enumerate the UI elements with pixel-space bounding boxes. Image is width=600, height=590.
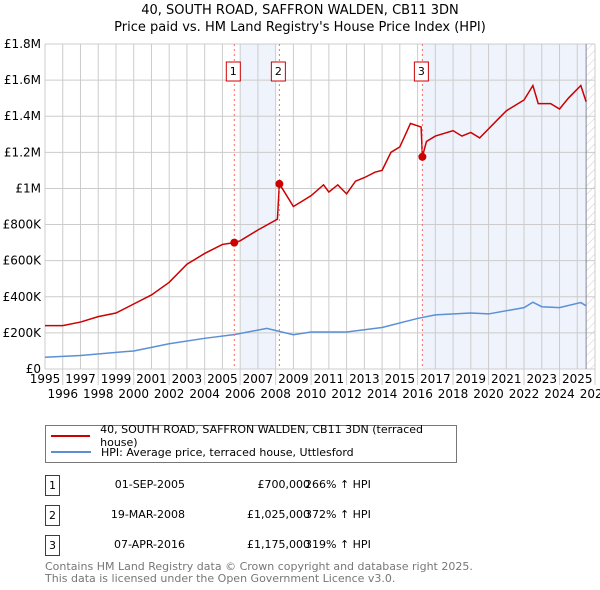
x-tick-label: 2014 xyxy=(367,387,398,401)
x-tick-label: 2011 xyxy=(314,372,345,386)
x-tick-label: 2022 xyxy=(509,387,540,401)
sale-date: 01-SEP-2005 xyxy=(114,478,185,491)
x-tick-label: 2000 xyxy=(118,387,149,401)
y-tick-label: £1.8M xyxy=(4,37,41,51)
sale-number: 1 xyxy=(45,475,60,496)
x-tick-label: 2025 xyxy=(562,372,593,386)
y-tick-label: £1.4M xyxy=(4,109,41,123)
x-tick-label: 1998 xyxy=(83,387,114,401)
x-tick-label: 2019 xyxy=(456,372,487,386)
x-tick-label: 2001 xyxy=(136,372,167,386)
y-tick-label: £1M xyxy=(15,181,41,195)
x-tick-label: 2018 xyxy=(438,387,469,401)
sale-label-number: 1 xyxy=(230,65,237,78)
x-tick-label: 2007 xyxy=(243,372,274,386)
forecast-hatch xyxy=(586,44,595,369)
x-tick-label: 2009 xyxy=(278,372,309,386)
sale-date: 19-MAR-2008 xyxy=(110,508,185,521)
sale-number: 2 xyxy=(45,505,60,526)
sale-label-box xyxy=(270,61,286,82)
series-line xyxy=(44,301,587,359)
sale-point xyxy=(275,179,284,188)
legend-swatch xyxy=(51,451,91,453)
x-tick-label: 2020 xyxy=(473,387,504,401)
sale-row: 3 07-APR-2016 £1,175,000 319% ↑ HPI xyxy=(45,535,445,556)
sale-price: £700,000 xyxy=(257,478,311,491)
y-tick-label: £800K xyxy=(3,218,43,232)
legend-label: 40, SOUTH ROAD, SAFFRON WALDEN, CB11 3DN… xyxy=(100,423,424,449)
x-tick-label: 2012 xyxy=(331,387,362,401)
sale-hpi-change: 266% ↑ HPI xyxy=(305,478,371,491)
x-tick-label: 2013 xyxy=(349,372,380,386)
x-tick-label: 2017 xyxy=(420,372,451,386)
x-tick-label: 1996 xyxy=(47,387,78,401)
x-tick-label: 1995 xyxy=(30,372,61,386)
y-tick-label: £400K xyxy=(3,290,43,304)
x-tick-label: 2016 xyxy=(402,387,433,401)
y-tick-label: £0 xyxy=(26,362,41,376)
subtitle-line: Price paid vs. HM Land Registry's House … xyxy=(114,20,486,35)
sale-label-number: 3 xyxy=(418,65,425,78)
sale-label-box xyxy=(225,61,241,82)
title-line: 40, SOUTH ROAD, SAFFRON WALDEN, CB11 3DN xyxy=(141,3,459,18)
x-tick-label: 2008 xyxy=(260,387,291,401)
sale-date: 07-APR-2016 xyxy=(113,538,185,551)
footer-line: This data is licensed under the Open Gov… xyxy=(45,572,396,585)
x-tick-label: 2003 xyxy=(172,372,203,386)
legend-item-property: 40, SOUTH ROAD, SAFFRON WALDEN, CB11 3DN… xyxy=(51,423,456,449)
y-tick-label: £600K xyxy=(3,254,43,268)
footer: Contains HM Land Registry data © Crown c… xyxy=(45,561,473,585)
x-tick-label: 1997 xyxy=(65,372,96,386)
x-tick-label: 2005 xyxy=(207,372,238,386)
sale-point xyxy=(230,238,239,247)
y-tick-label: £200K xyxy=(3,326,43,340)
x-tick-label: 2002 xyxy=(154,387,185,401)
legend-label: HPI: Average price, terraced house, Uttl… xyxy=(101,445,354,459)
sale-row: 1 01-SEP-2005 £700,000 266% ↑ HPI xyxy=(45,475,445,496)
sale-hpi-change: 319% ↑ HPI xyxy=(305,538,371,551)
x-tick-label: 2023 xyxy=(527,372,558,386)
sale-label-box xyxy=(413,61,429,82)
sale-point xyxy=(418,152,427,161)
sale-price: £1,175,000 xyxy=(247,538,310,551)
x-tick-label: 2026 xyxy=(580,387,600,401)
shaded-band xyxy=(422,44,587,369)
chart-title: 40, SOUTH ROAD, SAFFRON WALDEN, CB11 3DN… xyxy=(0,2,600,36)
sale-number: 3 xyxy=(45,535,60,556)
x-tick-label: 1999 xyxy=(101,372,132,386)
legend-item-hpi: HPI: Average price, terraced house, Uttl… xyxy=(51,444,354,460)
sale-label-number: 2 xyxy=(275,65,282,78)
y-tick-label: £1.6M xyxy=(4,73,41,87)
footer-line: Contains HM Land Registry data © Crown c… xyxy=(45,560,473,573)
legend: 40, SOUTH ROAD, SAFFRON WALDEN, CB11 3DN… xyxy=(45,423,457,463)
x-tick-label: 2024 xyxy=(544,387,575,401)
sale-row: 2 19-MAR-2008 £1,025,000 372% ↑ HPI xyxy=(45,505,445,526)
sale-price: £1,025,000 xyxy=(247,508,310,521)
sale-hpi-change: 372% ↑ HPI xyxy=(305,508,371,521)
legend-swatch xyxy=(51,435,91,437)
x-tick-label: 2004 xyxy=(189,387,220,401)
series-line xyxy=(45,83,587,327)
x-tick-label: 2021 xyxy=(491,372,522,386)
x-tick-label: 2015 xyxy=(385,372,416,386)
x-tick-label: 2010 xyxy=(296,387,327,401)
price-chart: 1995199619971998199920002001200220032004… xyxy=(3,37,600,401)
y-tick-label: £1.2M xyxy=(4,145,41,159)
x-tick-label: 2006 xyxy=(225,387,256,401)
